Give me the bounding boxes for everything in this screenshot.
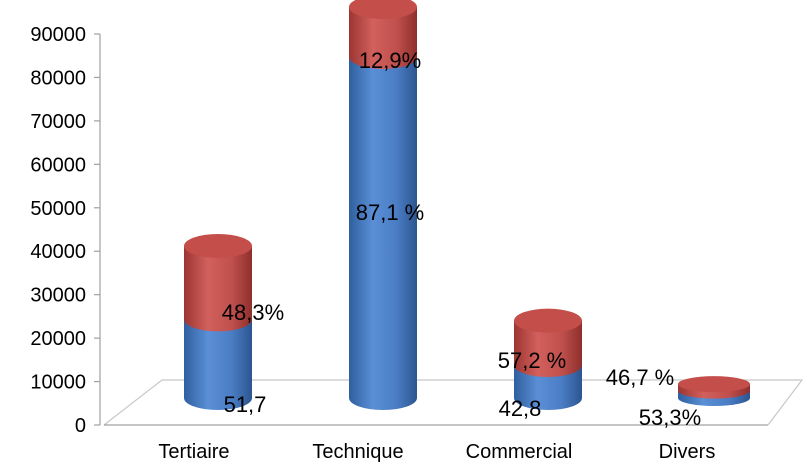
category-label: Divers [659,441,716,463]
category-label: Commercial [466,441,573,463]
bar-stack-tertiaire [184,233,252,410]
category-label: Technique [312,441,403,463]
y-tick-label: 40000 [30,241,86,263]
chart-floor [103,379,804,426]
bar-top-segment [349,7,417,69]
y-tick-label: 80000 [30,67,86,89]
category-labels-group: Tertiaire Technique Commercial Divers [158,441,715,463]
bar-top-cap [184,233,252,258]
data-label-top: 48,3% [222,300,284,325]
bar-top-segment [184,245,252,332]
bar-top-cap [349,0,417,19]
data-label-bottom: 87,1 % [356,200,425,225]
y-tick-label: 60000 [30,154,86,176]
y-axis: 0 10000 20000 30000 40000 50000 60000 70000 8000… [30,24,101,437]
data-label-top: 46,7 % [606,365,675,390]
bar-top-segment [514,320,582,377]
y-tick-label: 20000 [30,328,86,350]
bar-top-cap [514,308,582,333]
data-label-bottom: 42,8 [499,396,542,421]
y-tick-label: 70000 [30,111,86,133]
y-tick-label: 50000 [30,198,86,220]
bar-bottom-segment [349,56,417,410]
data-label-bottom: 51,7 [224,392,267,417]
data-labels-group: 51,7 87,1 % 42,8 53,3% 48,3% 12,9% 57,2 % 46,7 … [222,48,701,430]
data-label-bottom: 53,3% [639,405,701,430]
bar-stack-divers [678,376,750,406]
bar-stack-commercial [514,308,582,410]
y-tick-label: 90000 [30,24,86,46]
bar-bottom-segment [184,319,252,410]
data-label-top: 12,9% [359,48,421,73]
y-tick-label: 0 [75,415,86,437]
data-label-top: 57,2 % [498,348,567,373]
bar-bottom-segment [514,364,582,410]
y-tick-label: 30000 [30,285,86,307]
y-tick-label: 10000 [30,372,86,394]
bar-stack-technique [349,0,417,410]
bars-group [184,0,750,410]
floor-outline [103,379,804,426]
category-label: Tertiaire [158,441,229,463]
bar-top-cap [678,376,750,393]
